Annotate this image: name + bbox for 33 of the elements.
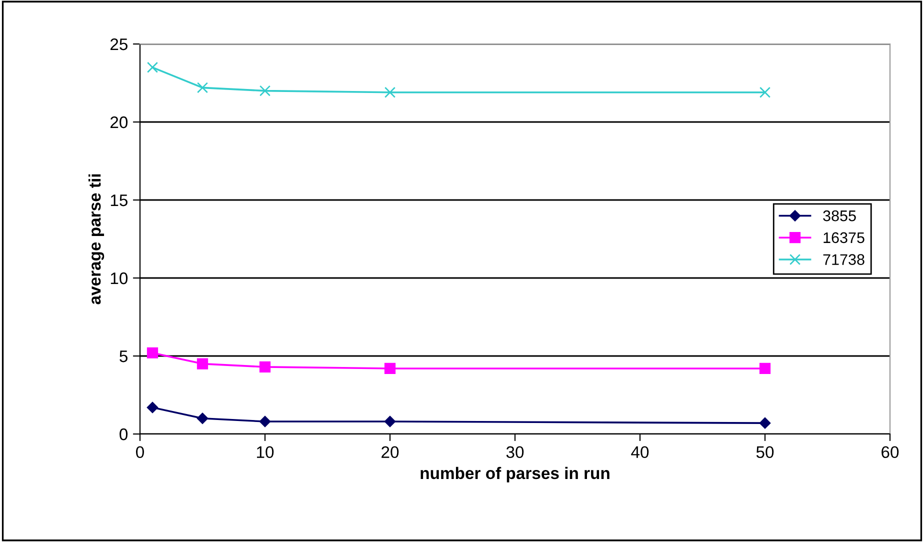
point: [259, 416, 271, 428]
x-tick-label: 50: [756, 446, 774, 458]
point: [384, 416, 396, 428]
point: [196, 412, 208, 424]
y-tick-label: 15: [110, 194, 128, 206]
legend-label: 16375: [824, 232, 864, 244]
point: [759, 362, 771, 374]
point: [146, 347, 158, 358]
y-tick-label: 25: [110, 38, 128, 50]
point: [259, 85, 271, 96]
legend-label: 71738: [823, 254, 864, 265]
x-tick-label: 60: [882, 446, 899, 458]
point: [196, 358, 208, 370]
point: [259, 361, 271, 372]
x-tick-label: 20: [382, 446, 399, 458]
point: [384, 86, 396, 98]
legend-label: 3855: [823, 210, 856, 222]
point: [759, 86, 771, 98]
y-tick-label: 5: [120, 350, 128, 362]
y-axis-title: average parse tii: [88, 174, 104, 304]
x-axis-title: number of parses in run: [420, 466, 610, 482]
y-tick-label: 0: [120, 428, 128, 440]
y-tick-label: 20: [110, 116, 128, 128]
point: [384, 362, 396, 374]
point: [146, 62, 158, 73]
point: [146, 402, 158, 414]
point: [759, 417, 771, 429]
x-tick-label: 40: [631, 446, 649, 458]
x-tick-label: 0: [136, 446, 144, 458]
y-tick-label: 10: [110, 272, 128, 284]
point: [196, 82, 208, 94]
x-tick-label: 30: [506, 446, 524, 458]
x-tick-label: 10: [257, 446, 274, 458]
